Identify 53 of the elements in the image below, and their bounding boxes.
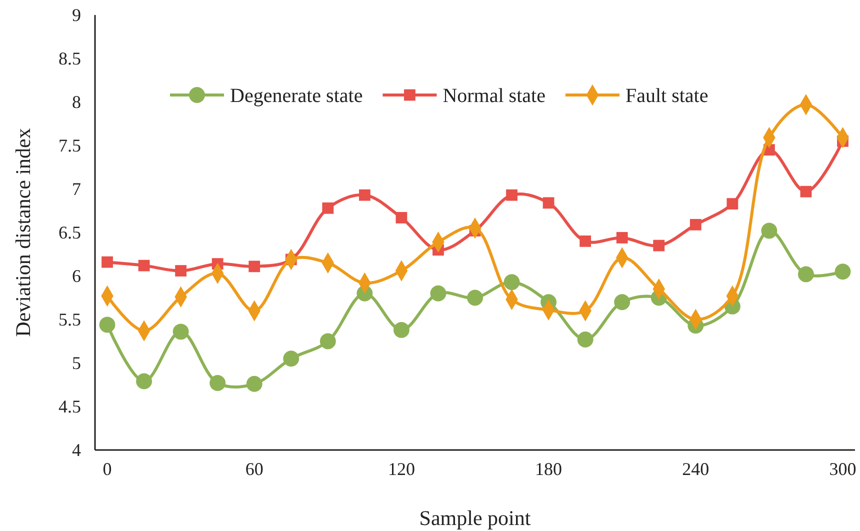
y-axis-title: Deviation distance index xyxy=(11,128,35,337)
point xyxy=(504,274,520,290)
point xyxy=(506,189,518,201)
point xyxy=(577,332,594,348)
point xyxy=(834,264,851,280)
point xyxy=(467,290,483,306)
x-tick-label: 300 xyxy=(829,458,856,479)
point xyxy=(690,218,702,230)
x-tick-label: 60 xyxy=(245,458,264,479)
x-tick-label: 0 xyxy=(102,458,112,479)
point xyxy=(99,316,116,333)
point xyxy=(358,189,370,201)
y-tick-label: 6.5 xyxy=(58,222,81,242)
x-axis-title: Sample point xyxy=(419,506,531,530)
point xyxy=(136,373,152,390)
x-tick-label: 120 xyxy=(388,458,415,479)
point xyxy=(210,375,226,391)
point xyxy=(726,198,738,210)
y-tick-label: 5 xyxy=(72,352,81,373)
y-tick-label: 7.5 xyxy=(58,135,81,156)
point xyxy=(283,350,300,367)
point xyxy=(430,285,446,302)
point xyxy=(172,324,189,340)
point xyxy=(653,240,665,252)
point xyxy=(798,266,814,282)
x-tick-label: 240 xyxy=(682,458,710,479)
point xyxy=(393,322,410,338)
y-tick-label: 4 xyxy=(72,440,81,460)
legend-label: Degenerate state xyxy=(230,85,363,107)
point xyxy=(320,333,336,350)
legend-label: Fault state xyxy=(625,85,708,107)
point xyxy=(138,260,150,272)
y-tick-label: 8.5 xyxy=(58,48,81,68)
y-tick-label: 7 xyxy=(72,178,81,199)
point xyxy=(322,202,334,214)
y-tick-label: 4.5 xyxy=(58,396,81,416)
point xyxy=(102,256,113,268)
point xyxy=(761,222,778,239)
y-tick-label: 9 xyxy=(72,4,81,25)
point xyxy=(542,197,554,209)
point xyxy=(175,265,187,276)
point xyxy=(614,294,630,310)
point xyxy=(580,236,592,247)
point xyxy=(248,260,260,272)
point xyxy=(616,232,628,244)
y-tick-label: 8 xyxy=(72,92,81,112)
x-tick-label: 180 xyxy=(535,458,562,479)
y-tick-label: 6 xyxy=(72,266,81,286)
point xyxy=(800,186,812,198)
point xyxy=(396,212,408,224)
legend-label: Normal state xyxy=(442,85,546,107)
y-tick-label: 5.5 xyxy=(58,309,81,330)
point xyxy=(246,376,262,392)
